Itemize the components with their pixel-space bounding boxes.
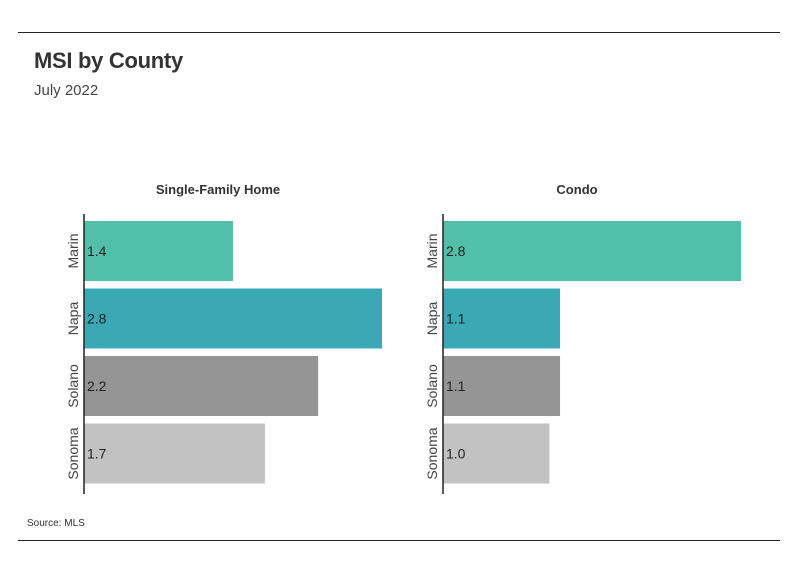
bottom-rule [18, 540, 780, 541]
category-label-sonoma: Sonoma [65, 427, 81, 479]
value-label-sonoma: 1.7 [87, 446, 107, 462]
category-label-marin: Marin [424, 233, 440, 268]
panel-condo: Condo Marin 2.8 Napa 1.1 Solano 1.1 Sonoma 1.0 [424, 182, 741, 494]
panel-title: Single-Family Home [156, 182, 280, 197]
bar-solano [84, 356, 319, 416]
category-label-solano: Solano [65, 364, 81, 408]
category-label-napa: Napa [65, 302, 81, 336]
source-note: Source: MLS [27, 518, 85, 529]
value-label-napa: 2.8 [87, 311, 107, 327]
bar-napa [84, 288, 382, 349]
category-label-marin: Marin [65, 233, 81, 268]
bar-marin [84, 221, 233, 281]
value-label-solano: 1.1 [446, 378, 466, 394]
bar-marin [443, 221, 741, 281]
top-rule [18, 32, 780, 33]
bar-sonoma [443, 423, 550, 484]
chart-subtitle: July 2022 [34, 82, 99, 99]
value-label-marin: 2.8 [446, 243, 466, 259]
bar-solano [443, 356, 561, 416]
panel-single-family-home: Single-Family Home Marin 1.4 Napa 2.8 Solano 2… [65, 182, 382, 494]
value-label-solano: 2.2 [87, 378, 107, 394]
category-label-sonoma: Sonoma [424, 427, 440, 479]
panel-title: Condo [556, 182, 597, 197]
value-label-marin: 1.4 [87, 243, 107, 259]
category-label-napa: Napa [424, 302, 440, 336]
category-label-solano: Solano [424, 364, 440, 408]
value-label-sonoma: 1.0 [446, 446, 466, 462]
bar-sonoma [84, 423, 265, 484]
bar-napa [443, 288, 561, 349]
chart-title: MSI by County [34, 48, 183, 73]
value-label-napa: 1.1 [446, 311, 466, 327]
